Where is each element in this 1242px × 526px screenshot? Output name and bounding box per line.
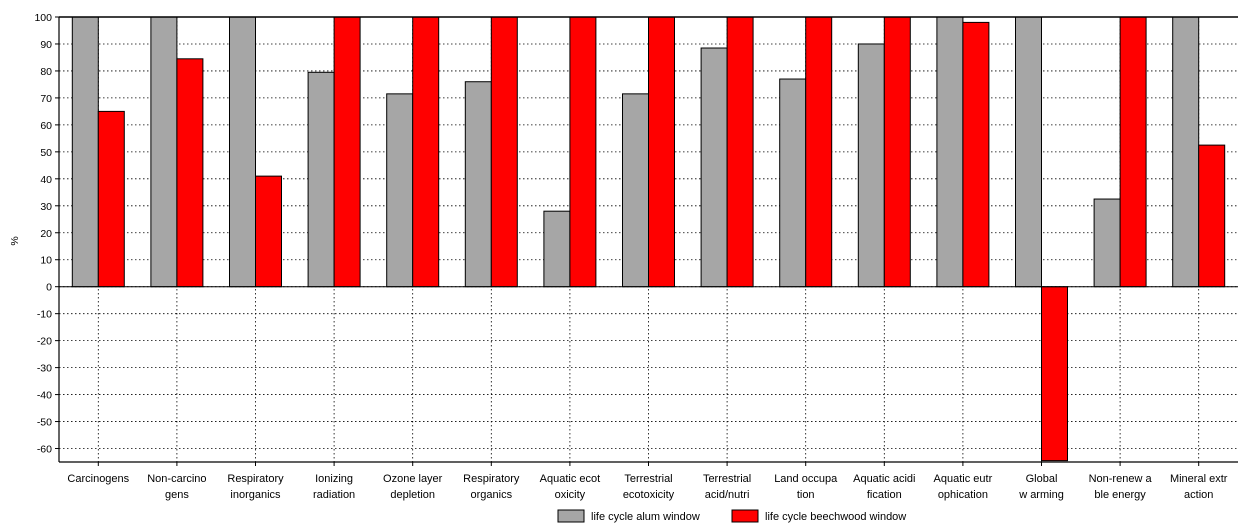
y-tick-label: 40 xyxy=(40,174,52,186)
bar-alum xyxy=(857,43,885,288)
bar-alum xyxy=(150,16,178,288)
x-tick-label: Global xyxy=(1026,473,1058,485)
y-tick-label: -60 xyxy=(37,444,52,456)
bar-beechwood xyxy=(569,16,597,288)
bar-beechwood xyxy=(1041,286,1068,462)
axes xyxy=(58,16,1238,463)
x-tick-label: w arming xyxy=(1018,489,1064,501)
y-tick-label: 20 xyxy=(40,228,52,240)
legend-label-beechwood: life cycle beechwood window xyxy=(765,511,906,523)
bar-beechwood xyxy=(1119,16,1147,288)
x-tick-label: depletion xyxy=(390,489,435,501)
bar-beechwood xyxy=(412,16,440,288)
y-tick-label: -40 xyxy=(37,390,52,402)
x-tick-label: action xyxy=(1184,489,1213,501)
bar-beechwood xyxy=(962,21,990,288)
bar-beechwood xyxy=(176,58,204,288)
bar-alum xyxy=(71,16,99,288)
x-tick-label: Aquatic acidi xyxy=(853,473,915,485)
bar-alum xyxy=(1172,16,1200,288)
y-tick-label: 50 xyxy=(40,147,52,159)
y-axis-label: % xyxy=(9,236,21,245)
x-tick-label: oxicity xyxy=(555,489,586,501)
x-tick-label: Aquatic ecot xyxy=(540,473,601,485)
bar-alum xyxy=(229,16,256,288)
x-tick-label: Respiratory xyxy=(463,473,520,485)
bar-alum xyxy=(622,93,649,288)
x-tick-label: ble energy xyxy=(1094,489,1146,501)
y-tick-label: -10 xyxy=(37,309,52,321)
legend-swatch-alum xyxy=(557,509,585,523)
bar-alum xyxy=(936,16,964,288)
x-tick-label: fication xyxy=(867,489,902,501)
bar-alum xyxy=(1015,16,1042,288)
x-tick-label: Aquatic eutr xyxy=(934,473,993,485)
legend-swatch-beechwood xyxy=(731,509,759,523)
x-tick-label: Land occupa xyxy=(774,473,838,485)
bar-beechwood xyxy=(490,16,518,288)
legend: life cycle alum window life cycle beechwo… xyxy=(557,509,906,523)
y-tick-label: 90 xyxy=(40,39,52,51)
bar-alum xyxy=(1093,198,1121,288)
bar-alum xyxy=(464,81,492,288)
legend-label-alum: life cycle alum window xyxy=(591,511,700,523)
bars xyxy=(71,16,1226,462)
y-tick-label: 100 xyxy=(34,12,52,24)
bar-beechwood xyxy=(883,16,911,288)
x-tick-label: Non-renew a xyxy=(1089,473,1153,485)
y-tick-label: 0 xyxy=(46,282,52,294)
x-tick-label: Respiratory xyxy=(227,473,284,485)
bar-beechwood xyxy=(333,16,361,288)
y-tick-label: 60 xyxy=(40,120,52,132)
y-tick-label: 10 xyxy=(40,255,52,267)
x-tick-label: acid/nutri xyxy=(705,489,750,501)
bar-beechwood xyxy=(255,175,282,288)
x-tick-label: Mineral extr xyxy=(1170,473,1228,485)
y-tick-label: 30 xyxy=(40,201,52,213)
bar-alum xyxy=(779,78,807,288)
bar-alum xyxy=(543,210,571,288)
y-tick-label: -30 xyxy=(37,363,52,375)
x-tick-label: Ozone layer xyxy=(383,473,443,485)
x-tick-label: tion xyxy=(797,489,815,501)
x-tick-label: Non-carcino xyxy=(147,473,206,485)
bar-alum xyxy=(700,47,728,288)
x-tick-label: gens xyxy=(165,489,189,501)
bar-beechwood xyxy=(648,16,675,288)
x-tick-label: radiation xyxy=(313,489,355,501)
x-tick-label: Ionizing xyxy=(315,473,353,485)
y-tick-label: -20 xyxy=(37,336,52,348)
bar-beechwood xyxy=(805,16,833,288)
x-tick-label: ophication xyxy=(938,489,988,501)
x-axis-labels: Carcinogens Non-carcino gens Respiratory ino… xyxy=(67,462,1228,501)
bar-alum xyxy=(386,93,414,288)
x-tick-label: Terrestrial xyxy=(624,473,672,485)
y-tick-label: -50 xyxy=(37,417,52,429)
x-tick-label: ecotoxicity xyxy=(623,489,675,501)
bar-alum xyxy=(307,71,335,288)
x-tick-label: Terrestrial xyxy=(703,473,751,485)
y-tick-label: 80 xyxy=(40,66,52,78)
bar-beechwood xyxy=(1198,144,1226,288)
x-tick-label: Carcinogens xyxy=(67,473,129,485)
x-tick-label: organics xyxy=(471,489,513,501)
bar-beechwood xyxy=(97,110,125,288)
x-tick-label: inorganics xyxy=(230,489,281,501)
bar-beechwood xyxy=(726,16,754,288)
y-tick-label: 70 xyxy=(40,93,52,105)
